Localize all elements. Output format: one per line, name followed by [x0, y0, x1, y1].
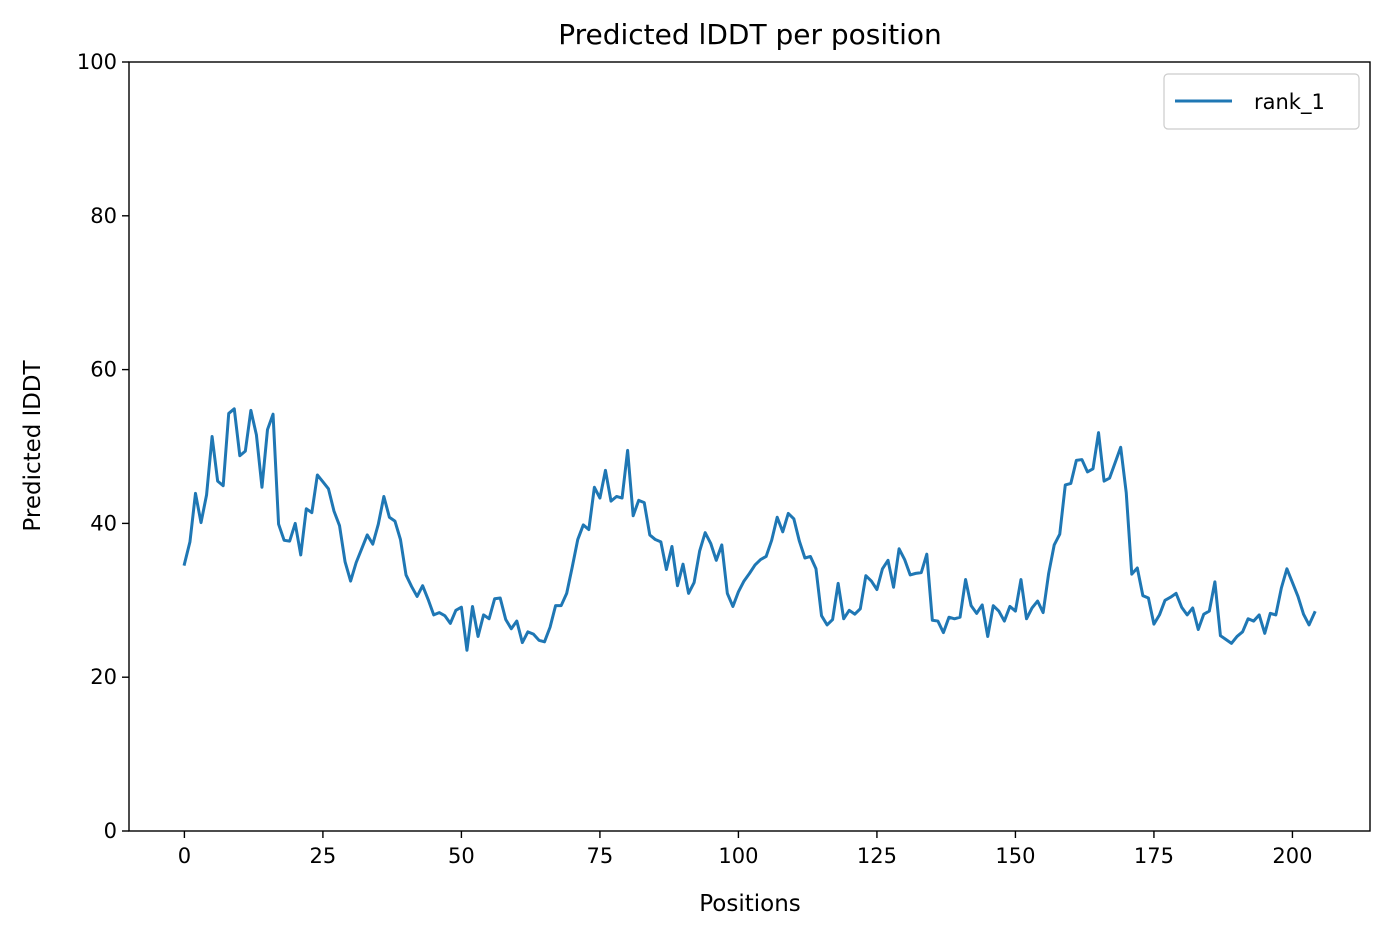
x-tick-label: 50 — [448, 844, 475, 868]
series-line-rank-1 — [182, 407, 1317, 652]
y-axis-ticks: 0 20 40 60 80 100 — [77, 50, 129, 843]
x-axis-label: Positions — [699, 891, 801, 917]
legend-box — [1163, 73, 1360, 130]
x-tick-label: 150 — [995, 844, 1035, 868]
x-tick-label: 25 — [310, 844, 337, 868]
legend-label-rank-1: rank_1 — [1254, 90, 1325, 115]
x-tick-label: 100 — [718, 844, 758, 868]
y-tick-label: 0 — [104, 819, 117, 843]
plot-area — [182, 407, 1317, 652]
y-tick-label: 20 — [90, 665, 117, 689]
y-tick-label: 60 — [90, 358, 117, 382]
y-tick-label: 40 — [90, 511, 117, 535]
x-tick-label: 175 — [1134, 844, 1174, 868]
x-tick-label: 0 — [178, 844, 191, 868]
x-axis-ticks: 0 25 50 75 100 125 150 175 200 — [178, 831, 1312, 868]
legend: rank_1 — [1163, 73, 1360, 130]
x-tick-label: 75 — [587, 844, 614, 868]
x-tick-label: 200 — [1272, 844, 1312, 868]
y-axis-label: Predicted lDDT — [20, 359, 46, 531]
x-tick-label: 125 — [857, 844, 897, 868]
chart-title: Predicted lDDT per position — [558, 18, 942, 51]
y-tick-label: 100 — [77, 50, 117, 74]
y-tick-label: 80 — [90, 204, 117, 228]
plot-frame — [128, 61, 1371, 832]
